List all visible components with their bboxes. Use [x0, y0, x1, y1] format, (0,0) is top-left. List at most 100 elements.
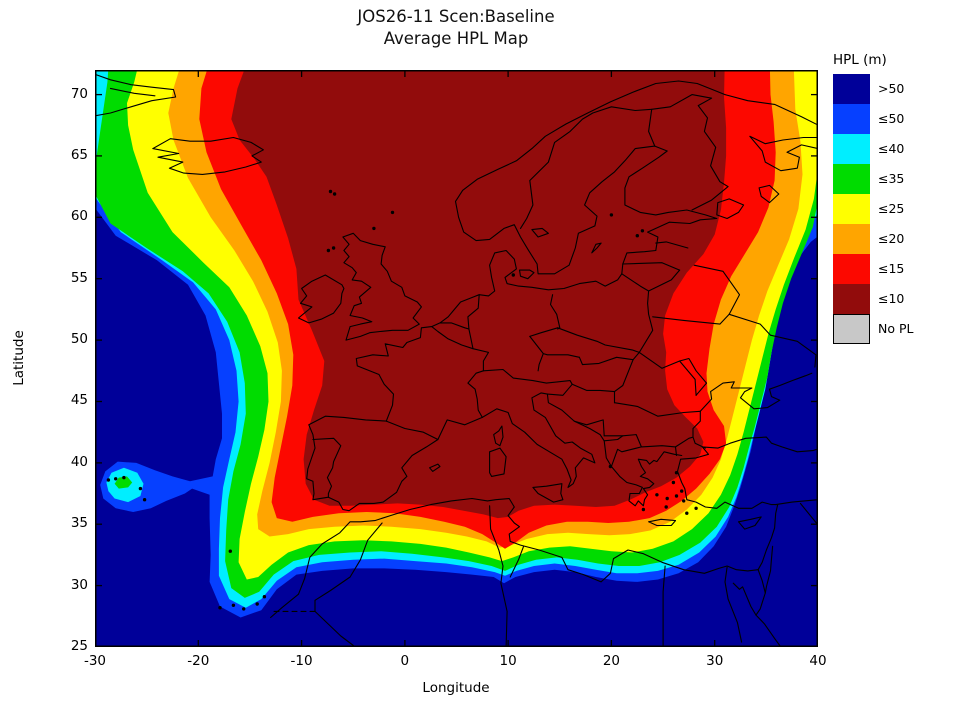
- coastline-border-by-ru: [693, 264, 741, 315]
- island-dot: [332, 192, 337, 196]
- island-dot: [328, 189, 333, 194]
- chart-title-line1: JOS26-11 Scen:Baseline: [357, 7, 555, 26]
- legend-label: ≤15: [878, 261, 905, 276]
- coastline-mediterranean-france-coast: [437, 416, 483, 441]
- legend-label: ≤10: [878, 291, 905, 306]
- coastline-great-britain: [342, 232, 422, 341]
- island-dot: [390, 210, 395, 215]
- coastline-border-dz-ml: [314, 610, 356, 647]
- y-tick-label: 50: [70, 331, 88, 348]
- island-dot: [694, 506, 698, 510]
- x-tick-label: 30: [706, 653, 724, 669]
- coastline-black-sea-north-coast: [692, 372, 813, 449]
- legend: HPL (m) >50 ≤50 ≤40 ≤35 ≤25 ≤20 ≤15 ≤10 No PL: [833, 52, 958, 344]
- legend-entry: ≤10: [833, 284, 958, 314]
- coastline-border-lt-pl: [621, 273, 650, 292]
- chart-title-line2: Average HPL Map: [383, 29, 529, 48]
- coastline-jordan-line: [764, 545, 774, 594]
- y-tick-label: 70: [70, 85, 88, 102]
- coastline-border-md: [679, 360, 697, 396]
- coastline-lake-onega: [758, 184, 780, 204]
- island-dot: [255, 602, 259, 606]
- coastline-atlantic-baltic-scandinavia-coast: [355, 80, 726, 422]
- legend-label: ≤25: [878, 201, 905, 216]
- coastline-border-ly-eg: [662, 565, 666, 647]
- legend-swatch: [833, 134, 870, 164]
- coastline-border-de-at: [537, 353, 544, 372]
- coastline-nile: [724, 566, 743, 643]
- legend-entry: ≤20: [833, 224, 958, 254]
- island-dot: [609, 213, 614, 217]
- x-tick-label: -30: [83, 653, 107, 669]
- coastline-border-dz-ly: [500, 565, 508, 647]
- x-tick-label: 0: [400, 653, 410, 669]
- legend-entry: No PL: [833, 314, 958, 344]
- coastline-border-fr-ch-it: [467, 370, 484, 418]
- coastline-greenland-fjord: [109, 87, 156, 97]
- coastline-border-ua-by: [652, 313, 730, 325]
- coastline-border-lt-by: [648, 269, 681, 292]
- legend-entry: ≤35: [833, 164, 958, 194]
- coastline-white-sea: [749, 135, 818, 172]
- legend-entry: ≤40: [833, 134, 958, 164]
- legend-label: ≤50: [878, 111, 905, 126]
- island-dot: [635, 234, 639, 238]
- coastline-ireland: [297, 274, 345, 324]
- coastline-border-de-cz-south: [529, 335, 580, 358]
- coastline-lake-vanern: [531, 227, 549, 238]
- coastline-border-sk-hu: [578, 351, 640, 366]
- island-dot: [218, 606, 222, 610]
- island-dot: [608, 464, 613, 469]
- y-axis-label: Latitude: [11, 330, 27, 386]
- legend-entry: ≤50: [833, 104, 958, 134]
- coastline-border-lv-lt: [622, 262, 681, 271]
- legend-swatch: [833, 164, 870, 194]
- coastline-border-ee-lv: [655, 241, 689, 249]
- island-dot: [106, 478, 111, 482]
- island-dot: [114, 477, 118, 481]
- coastline-red-sea: [755, 614, 782, 647]
- coastline-border-nl-de: [467, 294, 480, 350]
- y-tick-label: 60: [70, 208, 88, 225]
- coastline-border-hu-south: [571, 383, 616, 404]
- plot-frame: [95, 70, 818, 647]
- coastline-mallorca: [429, 463, 441, 472]
- coastline-border-de-cz: [529, 327, 559, 337]
- legend-entries: >50 ≤50 ≤40 ≤35 ≤25 ≤20 ≤15 ≤10 No PL: [833, 74, 958, 344]
- coastline-greenland-coast: [95, 73, 177, 117]
- y-tick-label: 45: [70, 392, 88, 409]
- island-dot: [674, 494, 679, 498]
- coastline-border-tr-sy: [775, 499, 818, 506]
- y-tick-label: 40: [70, 453, 88, 470]
- island-dot: [664, 505, 668, 509]
- legend-swatch: [833, 284, 870, 314]
- legend-swatch: [833, 74, 870, 104]
- coastline-zealand: [518, 269, 535, 280]
- coastline-portugal-spain-border: [312, 437, 342, 498]
- coastline-border-si-hr: [546, 383, 573, 396]
- legend-swatch: [833, 194, 870, 224]
- coastline-border-danube-ro-bg: [613, 402, 701, 417]
- coastline-iceland: [152, 136, 264, 175]
- island-dot: [231, 603, 236, 607]
- island-dot: [665, 496, 669, 501]
- legend-swatch: [833, 104, 870, 134]
- coastline-border-pl-south: [557, 327, 640, 353]
- coastline-border-ma-dz: [314, 522, 383, 612]
- island-dot: [641, 507, 646, 512]
- island-dot: [640, 229, 645, 233]
- x-tick-label: 40: [809, 653, 827, 669]
- y-tick-label: 30: [70, 576, 88, 593]
- island-dot: [372, 226, 376, 231]
- coastline-kola-coast: [724, 94, 818, 126]
- island-dot: [680, 489, 684, 493]
- island-dot: [326, 248, 331, 253]
- legend-title: HPL (m): [833, 52, 887, 68]
- hpl-contour-map: [95, 70, 818, 647]
- coastline-border-benelux-rhine: [431, 326, 490, 372]
- island-dot: [262, 595, 267, 599]
- coastline-iberia-coast: [306, 415, 439, 512]
- legend-entry: ≤15: [833, 254, 958, 284]
- island-dot: [122, 475, 126, 480]
- coastline-border-pl-east: [638, 290, 654, 353]
